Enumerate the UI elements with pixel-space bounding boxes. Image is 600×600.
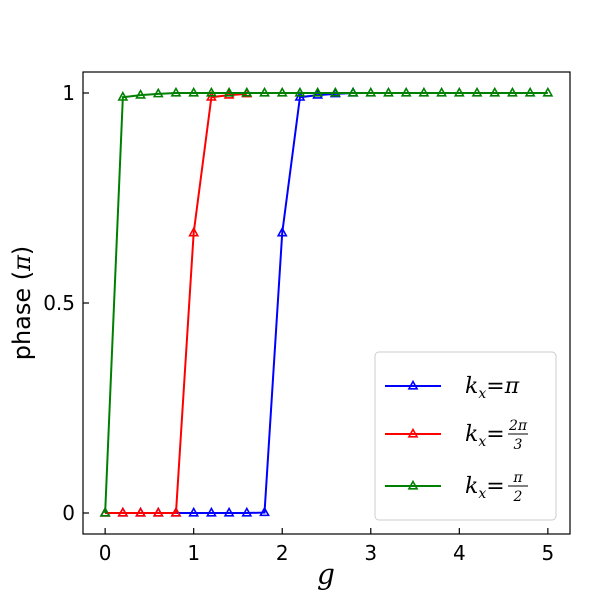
data-point: [152, 87, 164, 98]
data-point: [418, 86, 430, 97]
data-point: [524, 86, 536, 97]
data-point: [205, 506, 217, 517]
legend-marker: [407, 479, 419, 490]
x-tick-label: 3: [364, 541, 377, 565]
y-tick-label: 1: [62, 81, 75, 105]
data-point: [188, 226, 200, 237]
data-point: [170, 86, 182, 97]
x-tick-label: 1: [187, 541, 200, 565]
x-tick-label: 5: [541, 541, 554, 565]
legend-marker: [407, 379, 419, 390]
data-point: [471, 86, 483, 97]
y-tick-label: 0: [62, 501, 75, 525]
legend-label: kx=: [465, 422, 505, 450]
data-point: [152, 506, 164, 517]
data-point: [383, 86, 394, 97]
data-point: [312, 88, 324, 99]
series-line: [105, 92, 247, 514]
data-point: [135, 506, 146, 517]
data-point: [365, 86, 377, 97]
legend-marker: [407, 427, 419, 438]
data-point: [135, 88, 146, 99]
data-point: [99, 506, 111, 517]
data-point: [312, 86, 324, 97]
data-point: [294, 86, 306, 97]
data-point: [241, 506, 253, 517]
legend-label: kx=: [465, 474, 505, 502]
legend-entry-2: kx= 2π 3: [385, 418, 528, 453]
y-tick-label: 0.5: [43, 291, 75, 315]
data-point: [188, 506, 200, 517]
legend-entry-3: kx= π 2: [385, 470, 528, 505]
data-point: [489, 86, 501, 97]
data-point: [276, 86, 288, 97]
data-point: [223, 506, 235, 517]
series-layer: [99, 86, 554, 517]
legend-label: kx=π: [465, 374, 520, 402]
fraction-numerator: π: [512, 470, 523, 486]
data-point: [205, 86, 217, 97]
data-point: [259, 86, 270, 97]
fraction-denominator: 2: [513, 489, 523, 505]
data-point: [241, 86, 253, 97]
data-point: [400, 86, 412, 97]
data-point: [276, 226, 288, 237]
data-point: [223, 88, 235, 99]
fraction-numerator: 2π: [508, 418, 528, 434]
data-point: [436, 86, 448, 97]
data-point: [329, 86, 341, 97]
data-point: [170, 506, 182, 517]
fraction-denominator: 3: [514, 437, 523, 453]
data-point: [223, 86, 235, 97]
data-point: [259, 506, 270, 517]
data-point: [542, 86, 554, 97]
data-point: [453, 86, 465, 97]
data-point: [117, 506, 129, 517]
x-tick-label: 0: [99, 541, 112, 565]
data-point: [117, 91, 129, 101]
y-axis-label: phase (π): [8, 246, 36, 361]
data-point: [347, 86, 359, 97]
ticks-layer: 0 1 2 3 4 5 0 0.5 1: [43, 81, 554, 565]
legend-box: [374, 351, 557, 521]
x-tick-label: 4: [453, 541, 466, 565]
data-point: [507, 86, 518, 97]
legend-entry-1: kx=π: [385, 374, 520, 402]
data-point: [188, 86, 200, 97]
series-3: [99, 86, 554, 517]
x-tick-label: 2: [276, 541, 289, 565]
x-axis-label: g: [317, 558, 335, 591]
